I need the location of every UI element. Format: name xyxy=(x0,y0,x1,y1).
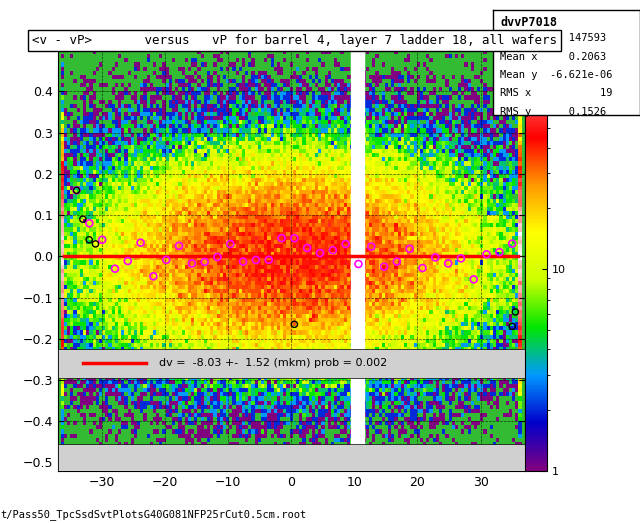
Point xyxy=(72,186,82,195)
Text: Entries    147593: Entries 147593 xyxy=(500,33,607,43)
Point xyxy=(251,256,261,264)
Bar xyxy=(58,444,525,471)
Point xyxy=(404,245,415,253)
Bar xyxy=(351,42,364,471)
Text: RMS y      0.1526: RMS y 0.1526 xyxy=(500,107,607,117)
Text: RMS x           19: RMS x 19 xyxy=(500,88,612,98)
Point xyxy=(302,244,312,252)
Point xyxy=(225,240,236,248)
Point xyxy=(238,257,248,266)
Point xyxy=(430,253,440,262)
Point xyxy=(90,240,100,248)
Text: Mean x     0.2063: Mean x 0.2063 xyxy=(500,52,607,62)
Point xyxy=(315,249,325,257)
Text: dv =  -8.03 +-  1.52 (mkm) prob = 0.002: dv = -8.03 +- 1.52 (mkm) prob = 0.002 xyxy=(159,358,387,369)
Point xyxy=(510,308,520,316)
Text: Mean y  -6.621e-06: Mean y -6.621e-06 xyxy=(500,70,612,80)
Point xyxy=(200,258,210,266)
Point xyxy=(289,234,300,243)
Point xyxy=(481,250,492,258)
Point xyxy=(110,265,120,273)
Point xyxy=(392,257,402,266)
Point xyxy=(77,215,88,223)
Point xyxy=(97,235,108,244)
Point xyxy=(212,253,223,261)
Point xyxy=(174,242,184,250)
Point xyxy=(187,259,197,268)
Point xyxy=(264,256,274,264)
Point xyxy=(468,275,479,283)
Point xyxy=(443,259,453,268)
Point xyxy=(289,320,300,328)
Bar xyxy=(58,349,525,378)
Point xyxy=(494,248,504,256)
Point xyxy=(366,242,376,251)
Point xyxy=(161,256,172,264)
Point xyxy=(136,238,146,247)
Point xyxy=(417,264,428,272)
Point xyxy=(507,322,517,331)
Point xyxy=(84,235,94,244)
Point xyxy=(123,257,133,265)
Text: <v - vP>       versus   vP for barrel 4, layer 7 ladder 18, all wafers: <v - vP> versus vP for barrel 4, layer 7… xyxy=(32,34,557,47)
Point xyxy=(328,246,338,254)
Point xyxy=(353,260,364,268)
Point xyxy=(507,240,517,248)
Text: dvvP7018: dvvP7018 xyxy=(500,16,557,29)
Point xyxy=(340,240,351,248)
Point xyxy=(84,219,95,228)
Point xyxy=(456,254,466,263)
Text: t/Pass50_TpcSsdSvtPlotsG40G081NFP25rCut0.5cm.root: t/Pass50_TpcSsdSvtPlotsG40G081NFP25rCut0… xyxy=(0,509,307,520)
Point xyxy=(148,272,159,280)
Point xyxy=(276,234,287,242)
Point xyxy=(72,186,82,195)
Point xyxy=(379,263,389,271)
